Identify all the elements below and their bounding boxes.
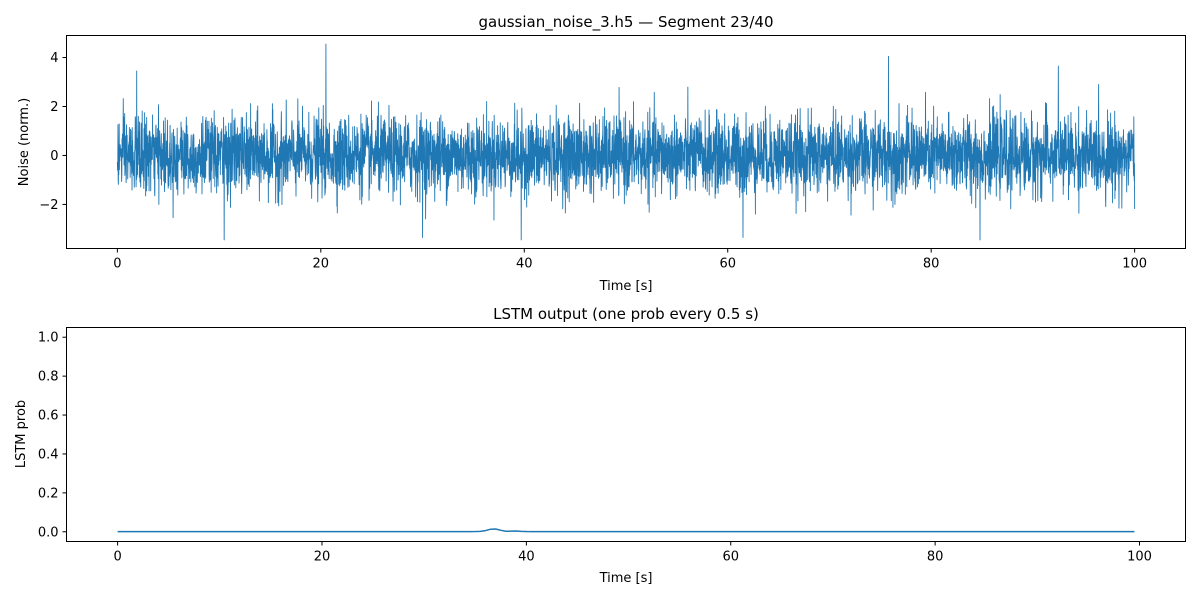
noise-x-tick-label: 100 (1122, 257, 1147, 272)
noise-x-tick-label: 0 (113, 257, 121, 272)
noise-panel: gaussian_noise_3.h5 — Segment 23/40 0 20 4… (17, 13, 1186, 294)
noise-x-tick-label: 60 (719, 257, 736, 272)
lstm-y-tick-label: 1.0 (38, 331, 59, 346)
lstm-axis-ticks: 0 20 40 60 80 100 0.0 0.2 0.4 0.6 0.8 1.0 (38, 331, 1152, 565)
noise-y-tick-label: 2 (50, 100, 58, 115)
lstm-y-tick-label: 0.8 (38, 370, 59, 385)
lstm-x-tick-label: 100 (1127, 550, 1152, 565)
lstm-x-axis-label: Time [s] (599, 571, 653, 586)
lstm-y-tick-label: 0.6 (38, 409, 59, 424)
lstm-prob-line (117, 528, 1135, 533)
noise-axes-frame (66, 35, 1186, 249)
lstm-x-tick-label: 60 (722, 550, 739, 565)
lstm-x-tick-label: 20 (314, 550, 331, 565)
lstm-y-tick-label: 0.4 (38, 447, 59, 462)
noise-series-group (116, 43, 1136, 241)
noise-panel-title: gaussian_noise_3.h5 — Segment 23/40 (478, 13, 773, 32)
noise-x-tick-label: 80 (923, 257, 940, 272)
noise-x-tick-label: 20 (313, 257, 330, 272)
lstm-x-tick-label: 80 (927, 550, 944, 565)
lstm-y-tick-label: 0.2 (38, 486, 59, 501)
lstm-x-tick-label: 40 (518, 550, 535, 565)
lstm-axes-frame (66, 327, 1186, 542)
lstm-x-tick-label: 0 (113, 550, 121, 565)
noise-y-tick-label: 4 (50, 51, 58, 66)
noise-y-tick-label: 0 (50, 149, 58, 164)
noise-axis-ticks: 0 20 40 60 80 100 −2 0 2 4 (39, 51, 1147, 271)
noise-series-line (116, 43, 1136, 241)
lstm-y-axis-label: LSTM prob (14, 400, 29, 468)
lstm-series-group (117, 528, 1135, 533)
noise-x-axis-label: Time [s] (599, 279, 653, 294)
noise-y-axis-label: Noise (norm.) (17, 98, 32, 186)
noise-x-tick-label: 40 (516, 257, 533, 272)
lstm-panel: LSTM output (one prob every 0.5 s) 0 20 40… (14, 305, 1186, 586)
lstm-panel-title: LSTM output (one prob every 0.5 s) (493, 305, 759, 323)
noise-y-tick-label: −2 (39, 198, 58, 213)
lstm-y-tick-label: 0.0 (38, 525, 59, 540)
